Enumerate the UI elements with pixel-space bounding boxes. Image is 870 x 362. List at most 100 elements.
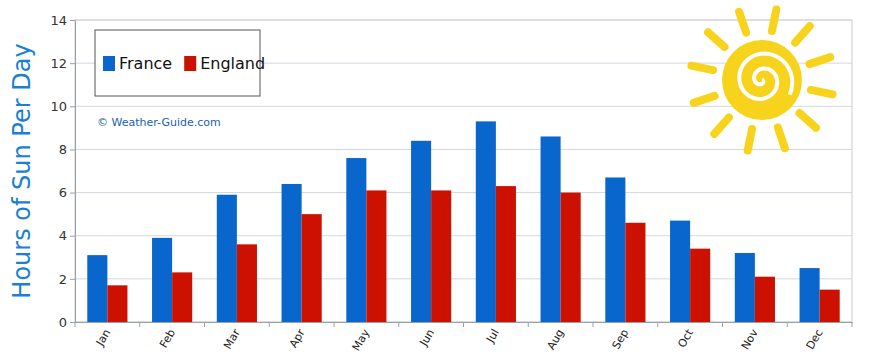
y-tick-label: 12 bbox=[50, 56, 67, 71]
x-axis: Jan Feb Mar Apr May Jun Jul Aug Sep Oct Nov Dec bbox=[76, 323, 853, 354]
y-tick: 8 bbox=[59, 142, 75, 157]
bar bbox=[87, 255, 107, 322]
sun-icon bbox=[691, 9, 832, 150]
y-tick-mark bbox=[70, 106, 75, 107]
grid-line bbox=[75, 149, 852, 150]
bar bbox=[625, 223, 645, 322]
sun-ray bbox=[748, 129, 752, 151]
x-tick-label: May bbox=[350, 327, 373, 354]
grid-line bbox=[75, 20, 852, 21]
y-tick: 2 bbox=[59, 272, 75, 287]
y-axis-title: Hours of Sun Per Day bbox=[8, 43, 36, 298]
x-tick: Jul bbox=[483, 327, 501, 346]
x-tick-label: Jan bbox=[93, 327, 113, 349]
bar bbox=[755, 277, 775, 322]
x-tick-label: Mar bbox=[221, 327, 243, 352]
x-tick-label: Apr bbox=[287, 327, 308, 350]
bar bbox=[237, 244, 257, 322]
x-tick: Apr bbox=[287, 327, 308, 350]
x-tick: May bbox=[350, 327, 373, 354]
bar bbox=[820, 290, 840, 322]
x-tick-label: Nov bbox=[739, 327, 761, 353]
sun-ray bbox=[778, 127, 785, 148]
grid-line bbox=[75, 235, 852, 236]
bar bbox=[302, 214, 322, 322]
x-tick: Jan bbox=[93, 327, 113, 349]
sun-disc bbox=[722, 40, 802, 120]
legend-label: England bbox=[200, 54, 265, 73]
y-tick: 14 bbox=[50, 13, 75, 28]
bar bbox=[172, 272, 192, 322]
x-tick: Dec bbox=[804, 327, 826, 352]
x-axis-line bbox=[76, 322, 853, 323]
sun-ray bbox=[799, 113, 815, 128]
bar bbox=[496, 186, 516, 322]
y-tick: 12 bbox=[50, 56, 75, 71]
y-tick-label: 0 bbox=[59, 315, 67, 330]
y-tick-mark bbox=[70, 279, 75, 280]
y-tick-mark bbox=[70, 236, 75, 237]
bar bbox=[431, 190, 451, 322]
x-tick-label: Feb bbox=[157, 327, 178, 350]
bar bbox=[561, 193, 581, 322]
x-tick: Aug bbox=[545, 327, 567, 352]
bar bbox=[282, 184, 302, 322]
x-tick: Jun bbox=[417, 327, 437, 349]
y-tick-label: 10 bbox=[50, 99, 67, 114]
bar bbox=[107, 285, 127, 322]
plot-frame bbox=[75, 20, 852, 322]
bar bbox=[670, 221, 690, 322]
y-tick: 10 bbox=[50, 99, 75, 114]
annotation: © Weather-Guide.com bbox=[97, 116, 221, 129]
bar bbox=[735, 253, 755, 322]
series bbox=[107, 186, 839, 322]
sun-ray bbox=[811, 90, 833, 94]
sun-ray bbox=[739, 12, 746, 33]
bar bbox=[541, 136, 561, 322]
series bbox=[87, 121, 819, 322]
bar bbox=[690, 249, 710, 322]
legend: France England bbox=[95, 30, 265, 96]
x-tick-label: Sep bbox=[610, 327, 632, 351]
y-tick-mark bbox=[70, 20, 75, 21]
x-tick: Oct bbox=[675, 326, 696, 350]
x-tick: Nov bbox=[739, 327, 761, 353]
y-axis-line bbox=[70, 21, 76, 323]
sun-ray bbox=[708, 32, 724, 47]
x-tick-label: Aug bbox=[545, 327, 567, 352]
y-tick-label: 4 bbox=[59, 228, 67, 243]
y-tick-mark bbox=[70, 322, 75, 323]
y-tick: 6 bbox=[59, 185, 75, 200]
y-tick-label: 14 bbox=[50, 13, 67, 28]
sun-ray bbox=[691, 66, 713, 70]
x-tick-label: Jul bbox=[483, 327, 501, 346]
plot: 0 2 4 6 8 10 12 14 Jan Feb Mar Apr May Jun Jul Aug Sep Oc… bbox=[50, 13, 852, 353]
legend-swatch bbox=[184, 56, 196, 71]
y-tick-mark bbox=[70, 149, 75, 150]
legend-label: France bbox=[119, 54, 172, 73]
bar bbox=[605, 177, 625, 322]
bar bbox=[800, 268, 820, 322]
bar bbox=[152, 238, 172, 322]
bar bbox=[346, 158, 366, 322]
legend-swatch bbox=[103, 56, 115, 71]
y-tick-label: 8 bbox=[59, 142, 67, 157]
sun-spiral bbox=[739, 54, 792, 99]
y-axis: 0 2 4 6 8 10 12 14 bbox=[50, 13, 75, 330]
bar bbox=[411, 141, 431, 322]
x-tick-label: Dec bbox=[804, 327, 826, 352]
y-tick-mark bbox=[70, 63, 75, 64]
chart: 0 2 4 6 8 10 12 14 Jan Feb Mar Apr May Jun Jul Aug Sep Oc… bbox=[0, 0, 870, 362]
x-tick: Mar bbox=[221, 327, 243, 352]
x-tick-label: Oct bbox=[675, 326, 696, 350]
sun-ray bbox=[694, 96, 715, 103]
y-tick-mark bbox=[70, 193, 75, 194]
sun-ray bbox=[714, 117, 729, 133]
y-tick: 0 bbox=[59, 315, 75, 330]
y-tick-label: 6 bbox=[59, 185, 67, 200]
bar bbox=[366, 190, 386, 322]
bars bbox=[87, 121, 839, 322]
bar bbox=[476, 121, 496, 322]
category-separators bbox=[75, 322, 852, 327]
x-tick: Sep bbox=[610, 327, 632, 351]
